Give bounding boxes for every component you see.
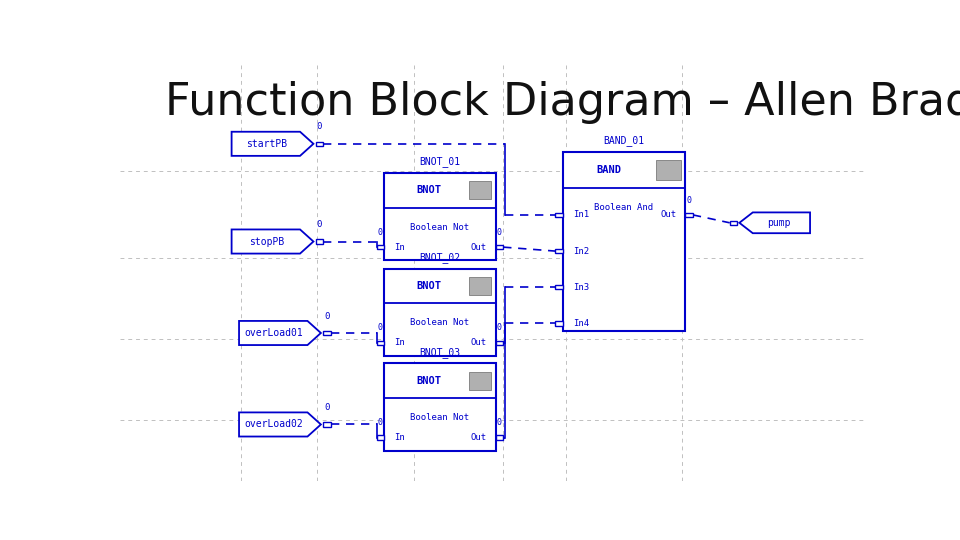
Text: BAND: BAND (597, 165, 622, 175)
Text: overLoad02: overLoad02 (245, 420, 303, 429)
Bar (468, 181, 492, 199)
Polygon shape (739, 212, 810, 233)
Polygon shape (239, 321, 321, 345)
Bar (730, 221, 737, 225)
Text: pump: pump (767, 218, 790, 228)
Bar (324, 422, 330, 427)
Text: Out: Out (470, 338, 487, 347)
Text: In: In (395, 242, 405, 252)
Text: Out: Out (470, 433, 487, 442)
Text: 0: 0 (497, 228, 502, 237)
Bar (555, 249, 563, 253)
Text: startPB: startPB (246, 139, 287, 149)
Bar (376, 245, 384, 249)
Bar (376, 435, 384, 440)
Bar (384, 268, 495, 356)
Text: 0: 0 (317, 123, 322, 131)
Text: In: In (395, 433, 405, 442)
Bar (563, 152, 685, 331)
Text: 0: 0 (317, 220, 322, 229)
Bar (657, 160, 681, 180)
Bar (555, 285, 563, 289)
Text: Out: Out (660, 211, 677, 219)
Bar (555, 321, 563, 326)
Bar (468, 277, 492, 295)
Bar (685, 213, 693, 217)
Text: stopPB: stopPB (249, 237, 284, 247)
Text: 0: 0 (378, 228, 383, 237)
Text: 0: 0 (378, 323, 383, 332)
Text: 0: 0 (686, 195, 691, 205)
Text: BNOT: BNOT (417, 376, 442, 386)
Text: Boolean Not: Boolean Not (410, 413, 469, 422)
Text: BAND_01: BAND_01 (604, 136, 644, 146)
Text: Boolean Not: Boolean Not (410, 318, 469, 327)
Polygon shape (231, 132, 313, 156)
Text: overLoad01: overLoad01 (245, 328, 303, 338)
Text: Boolean And: Boolean And (594, 204, 654, 212)
Bar (495, 341, 503, 345)
Bar (495, 435, 503, 440)
Bar (384, 363, 495, 451)
Text: BNOT: BNOT (417, 185, 442, 195)
Bar (495, 245, 503, 249)
Text: In4: In4 (573, 319, 589, 328)
Text: Function Block Diagram – Allen Bradley (FYI): Function Block Diagram – Allen Bradley (… (165, 82, 960, 124)
Text: In3: In3 (573, 283, 589, 292)
Text: 0: 0 (324, 312, 329, 321)
Text: In: In (395, 338, 405, 347)
Bar (384, 173, 495, 260)
Text: BNOT_03: BNOT_03 (420, 347, 461, 357)
Bar (555, 213, 563, 217)
Text: 0: 0 (497, 323, 502, 332)
Text: 0: 0 (324, 403, 329, 412)
Bar (376, 341, 384, 345)
Text: 0: 0 (497, 418, 502, 427)
Text: BNOT: BNOT (417, 281, 442, 291)
Bar (316, 239, 324, 244)
Text: BNOT_01: BNOT_01 (420, 156, 461, 167)
Polygon shape (239, 413, 321, 436)
Text: BNOT_02: BNOT_02 (420, 252, 461, 263)
Bar (316, 141, 324, 146)
Text: Out: Out (470, 242, 487, 252)
Text: Boolean Not: Boolean Not (410, 222, 469, 232)
Bar (324, 331, 330, 335)
Text: In1: In1 (573, 211, 589, 219)
Text: In2: In2 (573, 247, 589, 255)
Polygon shape (231, 230, 313, 254)
Bar (468, 372, 492, 390)
Text: 0: 0 (378, 418, 383, 427)
